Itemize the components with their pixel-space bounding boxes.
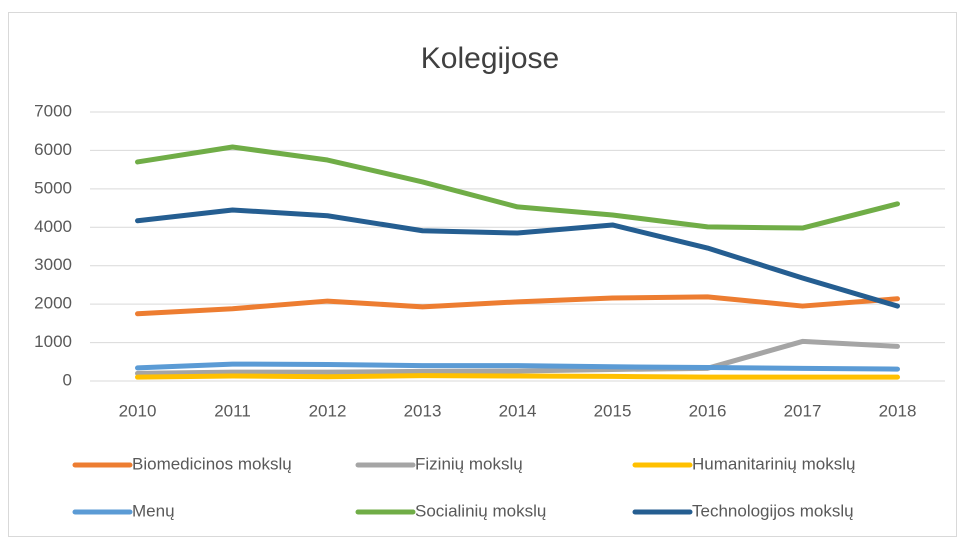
y-tick-label: 3000: [34, 255, 72, 274]
series-line: [135, 207, 900, 309]
series-line: [135, 294, 900, 317]
series-line: [135, 338, 900, 376]
legend-label: Menų: [132, 501, 175, 520]
legend-label: Humanitarinių mokslų: [692, 454, 855, 473]
x-tick-label: 2012: [309, 401, 347, 420]
legend-label: Technologijos mokslų: [692, 501, 854, 520]
y-tick-label: 5000: [34, 178, 72, 197]
x-tick-label: 2016: [689, 401, 727, 420]
x-tick-label: 2010: [119, 401, 157, 420]
x-tick-label: 2013: [404, 401, 442, 420]
series-line: [135, 373, 900, 380]
x-tick-label: 2017: [784, 401, 822, 420]
legend-label: Biomedicinos mokslų: [132, 454, 292, 473]
y-tick-label: 2000: [34, 294, 72, 313]
y-tick-label: 6000: [34, 140, 72, 159]
y-tick-label: 4000: [34, 217, 72, 236]
x-tick-label: 2014: [499, 401, 537, 420]
chart-title: Kolegijose: [421, 42, 559, 75]
series-line: [135, 361, 900, 372]
y-tick-label: 7000: [34, 101, 72, 120]
y-tick-label: 0: [63, 370, 72, 389]
series-line: [135, 144, 900, 231]
y-tick-label: 1000: [34, 332, 72, 351]
legend-label: Fizinių mokslų: [415, 454, 523, 473]
x-tick-label: 2018: [879, 401, 917, 420]
x-tick-label: 2015: [594, 401, 632, 420]
legend-label: Socialinių mokslų: [415, 501, 546, 520]
x-tick-label: 2011: [214, 401, 251, 420]
